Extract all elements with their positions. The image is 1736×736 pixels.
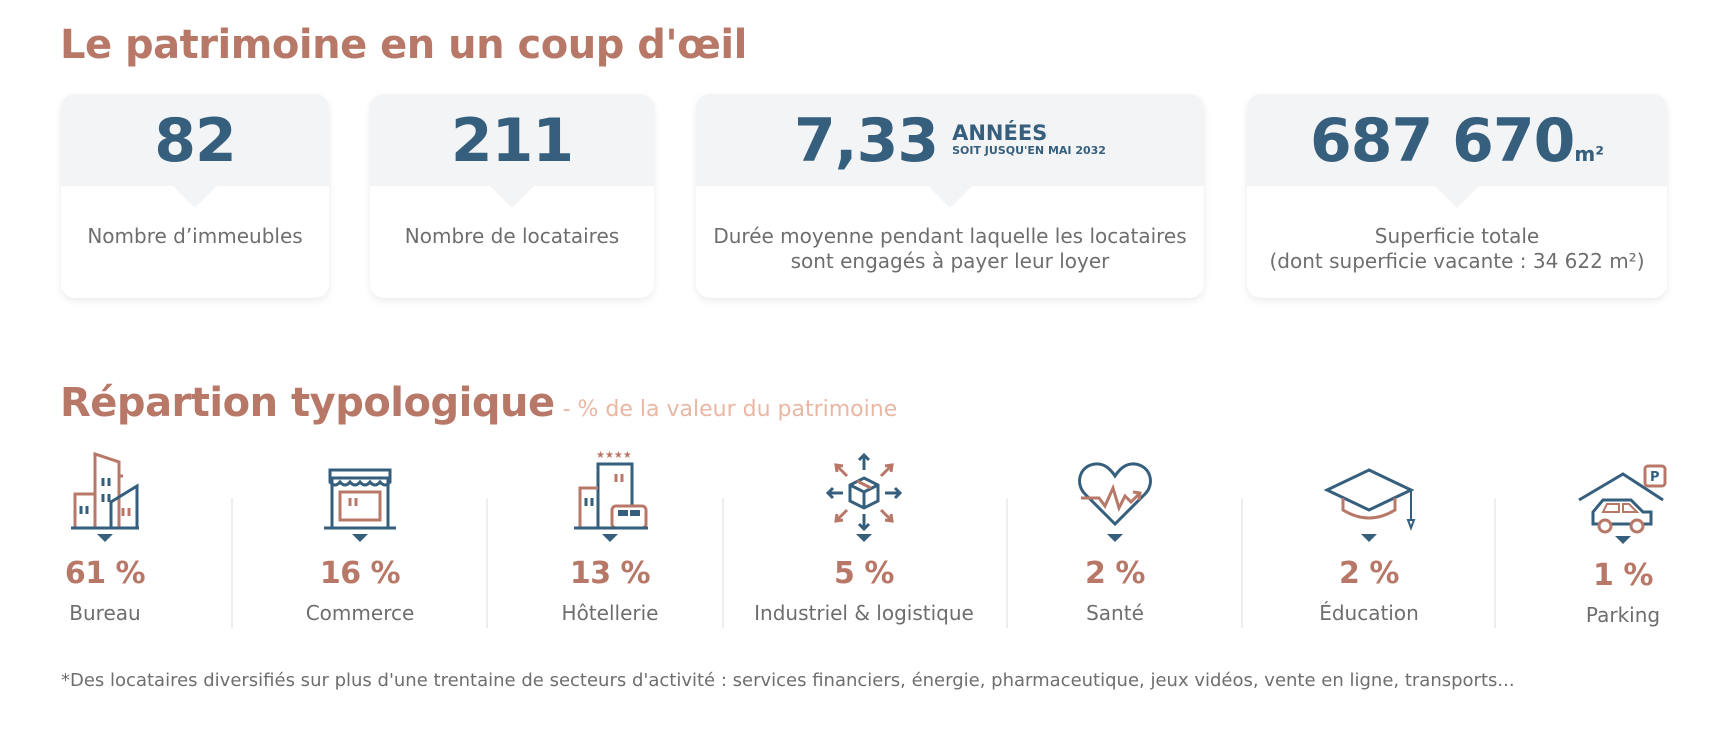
parking-car-icon: P [1578, 464, 1667, 534]
graduation-cap-icon [1323, 468, 1416, 531]
stat-card-lease-duration: 7,33 ANNÉES SOIT JUSQU'EN MAI 2032 Durée m… [696, 94, 1204, 298]
category-name: Hôtellerie [561, 601, 659, 625]
pointer-arrow [1107, 534, 1123, 542]
pointer-arrow [1361, 534, 1377, 542]
category-name: Bureau [69, 601, 141, 625]
typology-title: Répartion typologique - % de la valeur du… [60, 380, 897, 426]
buildings-label: Nombre d’immeubles [87, 224, 303, 248]
category-name: Parking [1585, 603, 1661, 627]
heart-pulse-icon [1078, 462, 1152, 527]
footnote: *Des locataires diversifiés sur plus d'u… [61, 670, 1515, 691]
tenants-label: Nombre de locataires [404, 224, 620, 248]
divider [486, 498, 488, 628]
category-hotel: ★★★★ 13 % Hôtellerie [500, 448, 720, 625]
surface-unit: m² [1574, 142, 1604, 166]
pointer-arrow [352, 534, 368, 542]
category-name: Éducation [1319, 601, 1419, 625]
category-name: Industriel & logistique [754, 601, 974, 625]
category-industrial: 5 % Industriel & logistique [754, 448, 974, 625]
lease-duration-end: SOIT JUSQU'EN MAI 2032 [952, 144, 1106, 157]
category-health: 2 % Santé [1005, 448, 1225, 625]
category-pct: 16 % [319, 556, 401, 591]
lease-duration-label-line2: sont engagés à payer leur loyer [790, 249, 1110, 273]
divider [231, 498, 233, 628]
pointer-arrow [856, 534, 872, 542]
category-pct: 2 % [1085, 556, 1145, 591]
overview-title: Le patrimoine en un coup d'œil [60, 22, 747, 68]
buildings-count: 82 [154, 106, 237, 176]
surface-label-line1: Superficie totale [1374, 224, 1540, 248]
category-pct: 5 % [834, 556, 894, 591]
lease-duration-label-line1: Durée moyenne pendant laquelle les locat… [713, 224, 1187, 248]
stat-card-buildings: 82 Nombre d’immeubles [61, 94, 329, 298]
svg-text:P: P [1650, 470, 1660, 485]
pointer-arrow [1615, 536, 1631, 544]
category-pct: 13 % [569, 556, 651, 591]
category-parking: P 1 % Parking [1513, 448, 1733, 627]
divider [1006, 498, 1008, 628]
surface-label-line2: (dont superficie vacante : 34 622 m²) [1269, 249, 1645, 273]
pointer-arrow [602, 534, 618, 542]
category-name: Commerce [305, 601, 415, 625]
logistics-box-icon [825, 452, 903, 532]
pointer-arrow [97, 534, 113, 542]
stat-card-surface: 687 670m² Superficie totale (dont superf… [1247, 94, 1667, 298]
lease-duration-value: 7,33 [794, 106, 939, 176]
category-pct: 1 % [1593, 558, 1653, 593]
lease-duration-unit: ANNÉES [952, 121, 1048, 145]
category-education: 2 % Éducation [1259, 448, 1479, 625]
office-building-icon [71, 451, 139, 530]
category-name: Santé [1086, 601, 1144, 625]
svg-text:★★★★: ★★★★ [596, 450, 632, 461]
stat-card-tenants: 211 Nombre de locataires [370, 94, 654, 298]
category-retail: 16 % Commerce [250, 448, 470, 625]
divider [722, 498, 724, 628]
hotel-icon: ★★★★ [574, 450, 648, 530]
typology-title-text: Répartion typologique [60, 380, 555, 426]
category-office: 61 % Bureau [0, 448, 215, 625]
storefront-icon [324, 468, 396, 530]
tenants-count: 211 [450, 106, 574, 176]
divider [1241, 498, 1243, 628]
category-pct: 2 % [1339, 556, 1399, 591]
typology-subtitle: - % de la valeur du patrimoine [562, 397, 898, 422]
category-pct: 61 % [64, 556, 146, 591]
divider [1494, 498, 1496, 628]
surface-value: 687 670 [1310, 106, 1575, 176]
